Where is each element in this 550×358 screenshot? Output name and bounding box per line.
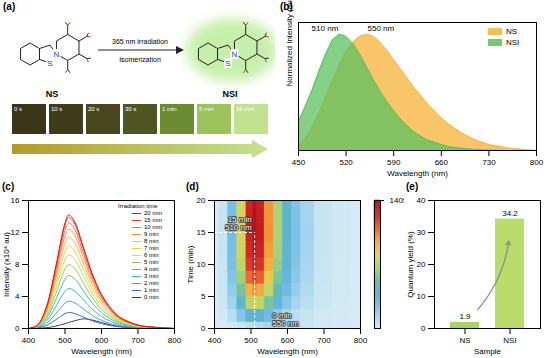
svg-text:NS: NS: [46, 89, 59, 99]
svg-text:Normalized Intensity (au): Normalized Intensity (au): [285, 0, 294, 87]
svg-text:S: S: [47, 59, 52, 68]
svg-text:730: 730: [482, 158, 496, 167]
svg-text:N: N: [54, 50, 60, 59]
svg-text:660: 660: [435, 158, 449, 167]
svg-text:590: 590: [387, 158, 401, 167]
svg-text:NSI: NSI: [222, 89, 237, 99]
svg-text:20: 20: [197, 196, 206, 205]
svg-text:600: 600: [95, 336, 109, 345]
svg-text:800: 800: [530, 158, 544, 167]
svg-text:700: 700: [317, 336, 331, 345]
svg-text:800: 800: [354, 336, 368, 345]
svg-text:520: 520: [339, 158, 353, 167]
svg-text:500: 500: [58, 336, 72, 345]
svg-text:500: 500: [244, 336, 258, 345]
svg-text:12: 12: [11, 228, 20, 237]
svg-text:20 s: 20 s: [88, 106, 99, 112]
svg-text:365 nm irradiation: 365 nm irradiation: [112, 38, 168, 45]
svg-text:800: 800: [168, 336, 182, 345]
svg-text:Quantum yield (%): Quantum yield (%): [406, 231, 415, 298]
svg-text:0: 0: [201, 324, 206, 333]
svg-text:Time (min): Time (min): [186, 245, 195, 283]
svg-text:NSI: NSI: [503, 336, 516, 345]
svg-text:10: 10: [417, 292, 426, 301]
svg-text:34.2: 34.2: [502, 209, 518, 218]
svg-text:30 s: 30 s: [125, 106, 136, 112]
svg-text:Wavelength (nm): Wavelength (nm): [387, 169, 448, 178]
svg-text:Wavelength (nm): Wavelength (nm): [257, 347, 318, 356]
svg-text:10: 10: [197, 260, 206, 269]
svg-text:400: 400: [208, 336, 222, 345]
svg-text:1 min: 1 min: [162, 106, 177, 112]
svg-text:N: N: [232, 50, 238, 59]
svg-text:10 min: 10 min: [236, 106, 254, 112]
svg-text:30: 30: [417, 228, 426, 237]
svg-text:0 s: 0 s: [14, 106, 22, 112]
svg-text:Intensity (x10⁴ au): Intensity (x10⁴ au): [2, 232, 11, 297]
svg-text:0: 0: [421, 324, 426, 333]
svg-text:0 min550 nm: 0 min550 nm: [272, 311, 299, 328]
svg-text:550 nm: 550 nm: [368, 24, 395, 33]
svg-text:4: 4: [15, 292, 20, 301]
svg-text:S: S: [225, 59, 230, 68]
svg-text:600: 600: [281, 336, 295, 345]
svg-text:40: 40: [417, 196, 426, 205]
svg-text:0: 0: [15, 324, 20, 333]
svg-text:510 nm: 510 nm: [312, 24, 339, 33]
svg-text:16: 16: [11, 196, 20, 205]
svg-text:20: 20: [417, 260, 426, 269]
svg-text:Isomerization: Isomerization: [119, 56, 161, 63]
svg-text:5 min: 5 min: [199, 106, 214, 112]
svg-text:5: 5: [201, 292, 206, 301]
svg-text:8: 8: [15, 260, 20, 269]
svg-text:450: 450: [292, 158, 306, 167]
svg-text:700: 700: [131, 336, 145, 345]
svg-text:15: 15: [197, 228, 206, 237]
svg-text:Wavelength (nm): Wavelength (nm): [71, 347, 132, 356]
svg-text:400: 400: [22, 336, 36, 345]
svg-text:1.9: 1.9: [459, 312, 471, 321]
svg-text:NS: NS: [459, 336, 470, 345]
svg-text:Sample: Sample: [474, 347, 502, 356]
svg-text:15 min510 nm: 15 min510 nm: [225, 215, 252, 232]
svg-text:10 s: 10 s: [51, 106, 62, 112]
